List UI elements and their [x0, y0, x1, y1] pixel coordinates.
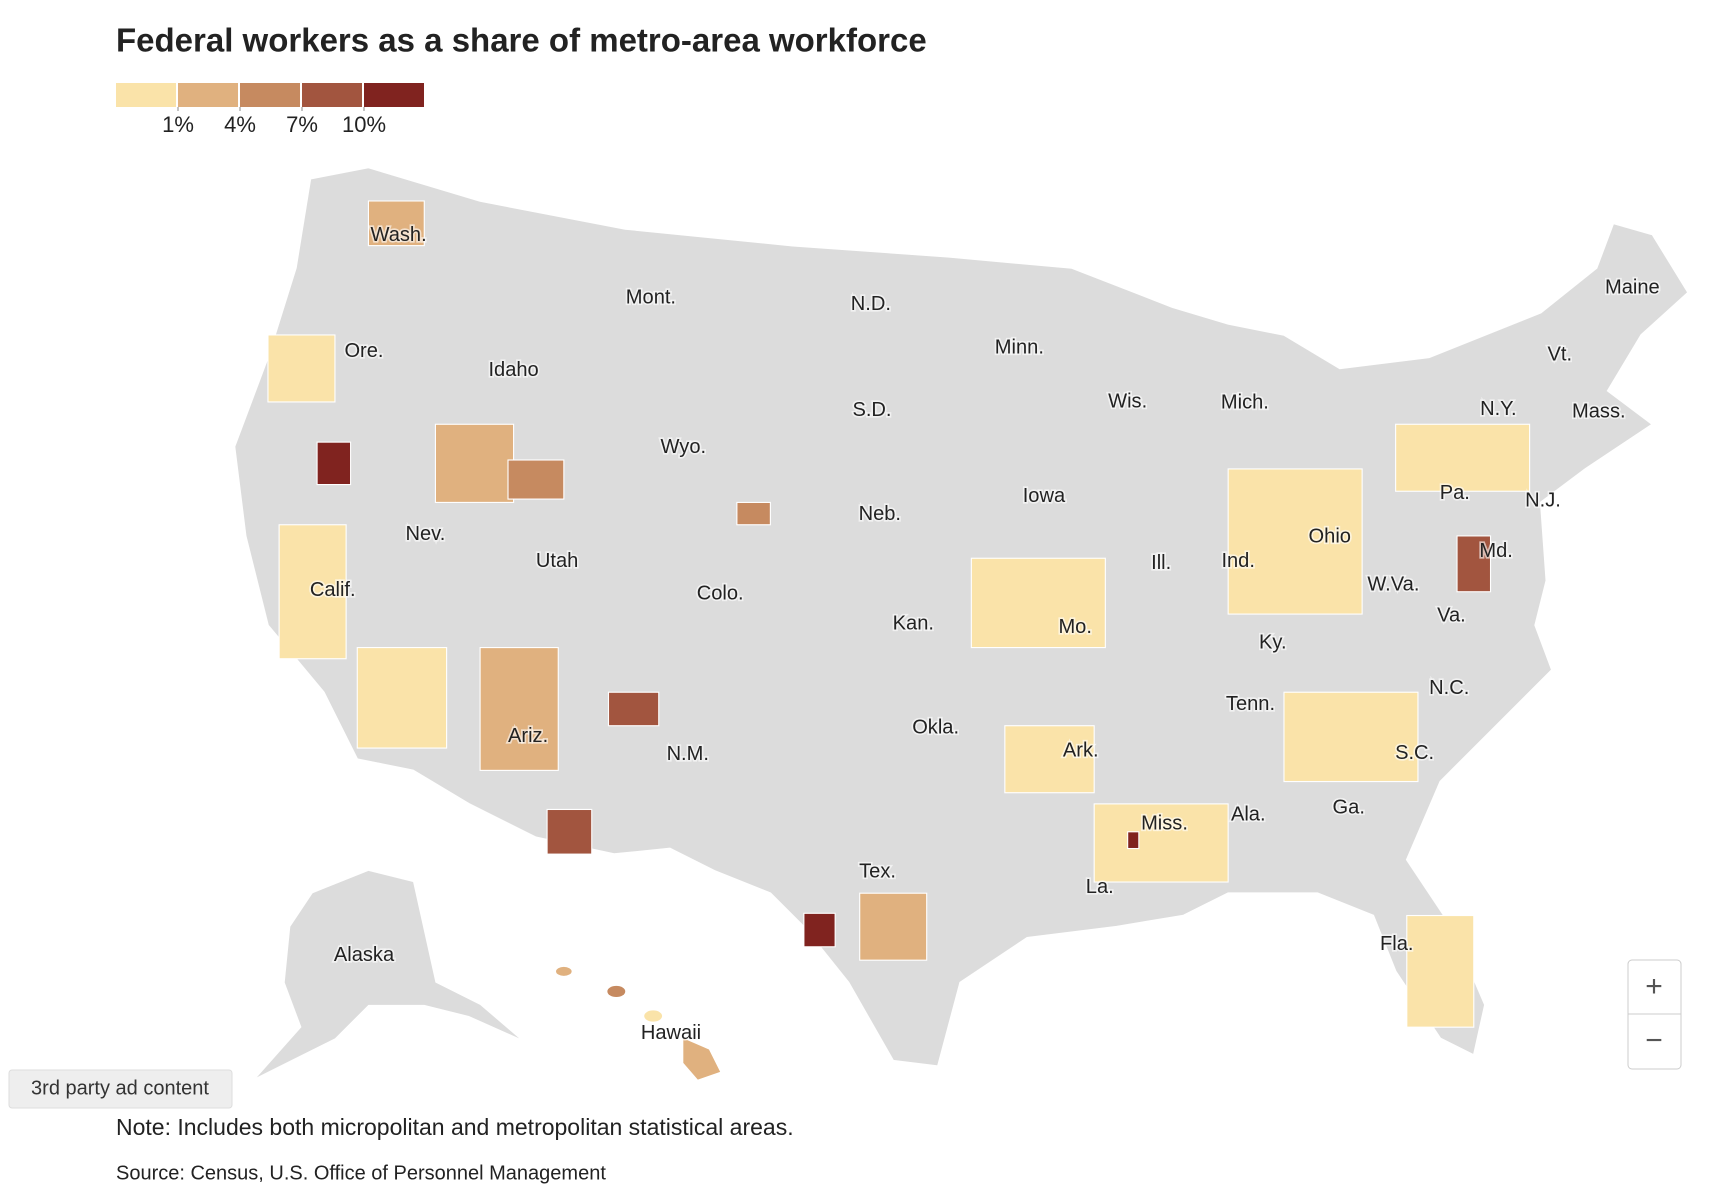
state-label: La. — [1086, 876, 1114, 898]
legend-swatch — [178, 83, 238, 107]
state-label: N.J. — [1525, 490, 1561, 512]
state-label: Mich. — [1221, 391, 1269, 413]
title: Federal workers as a share of metro-area… — [116, 22, 927, 59]
state-label: Ind. — [1221, 550, 1255, 572]
state-label: Va. — [1437, 605, 1466, 627]
state-label: Ill. — [1151, 552, 1171, 574]
zoom-out[interactable]: − — [1645, 1024, 1663, 1057]
zoom-control: + − — [1627, 959, 1682, 1070]
state-label: Mass. — [1572, 400, 1626, 422]
legend-swatch — [240, 83, 300, 107]
state-label: Kan. — [893, 612, 934, 634]
state-label: Okla. — [912, 716, 959, 738]
state-label: Wash. — [371, 224, 427, 246]
state-label: Mo. — [1058, 616, 1091, 638]
state-label: Ohio — [1309, 525, 1351, 547]
state-label: Idaho — [488, 359, 538, 381]
legend-swatch — [364, 83, 424, 107]
state-label: S.C. — [1395, 742, 1434, 764]
state-label: Wyo. — [661, 436, 707, 458]
state-label: Fla. — [1380, 933, 1413, 955]
legend-swatch — [302, 83, 362, 107]
map: Wash. Mont. N.D. Minn. Maine Ore. Idaho Wis. Mic… — [233, 166, 1690, 1080]
state-label: Ark. — [1063, 740, 1099, 762]
state-label: N.M. — [667, 743, 709, 765]
state-label: Mont. — [626, 286, 676, 308]
alaska-outline — [256, 870, 520, 1078]
state-label: Hawaii — [641, 1022, 701, 1044]
state-label: W.Va. — [1367, 573, 1419, 595]
state-label: Ga. — [1333, 797, 1365, 819]
state-label: Ariz. — [508, 725, 548, 747]
state-label: Tenn. — [1226, 693, 1275, 715]
state-label: Iowa — [1023, 485, 1066, 507]
ad-label[interactable]: 3rd party ad content — [31, 1077, 209, 1099]
state-label: Md. — [1479, 540, 1512, 562]
state-label: Minn. — [995, 337, 1044, 359]
state-label: Ky. — [1259, 631, 1287, 653]
source: Source: Census, U.S. Office of Personnel… — [116, 1162, 606, 1184]
state-label: Calif. — [310, 579, 356, 601]
metro-area-texture — [267, 200, 1531, 1028]
ad-box — [8, 1069, 233, 1109]
state-label: S.D. — [852, 399, 891, 421]
legend-tick-label: 4% — [224, 112, 256, 137]
state-label: Neb. — [859, 503, 901, 525]
state-label: Wis. — [1108, 390, 1147, 412]
state-label: Tex. — [859, 860, 896, 882]
legend-tick-label: 1% — [162, 112, 194, 137]
state-label: N.Y. — [1480, 398, 1516, 420]
zoom-in[interactable]: + — [1645, 970, 1663, 1003]
us-outline — [233, 166, 1690, 1068]
state-label: Miss. — [1141, 812, 1188, 834]
legend-tick-label: 7% — [286, 112, 318, 137]
state-label: Alaska — [334, 944, 395, 966]
state-label: N.D. — [851, 293, 891, 315]
state-label: N.C. — [1429, 677, 1469, 699]
legend-tick-label: 10% — [342, 112, 386, 137]
state-label: Colo. — [697, 582, 744, 604]
state-label: Ala. — [1231, 803, 1266, 825]
hawaii-outline — [556, 966, 721, 1080]
state-label: Pa. — [1440, 482, 1470, 504]
state-label: Vt. — [1547, 343, 1572, 365]
state-label: Ore. — [344, 340, 383, 362]
state-label: Nev. — [405, 523, 445, 545]
legend: 1% 4% 7% 10% — [116, 83, 424, 137]
state-label: Utah — [536, 550, 578, 572]
state-label: Maine — [1605, 276, 1660, 298]
legend-swatch — [116, 83, 176, 107]
note: Note: Includes both micropolitan and met… — [116, 1114, 794, 1140]
